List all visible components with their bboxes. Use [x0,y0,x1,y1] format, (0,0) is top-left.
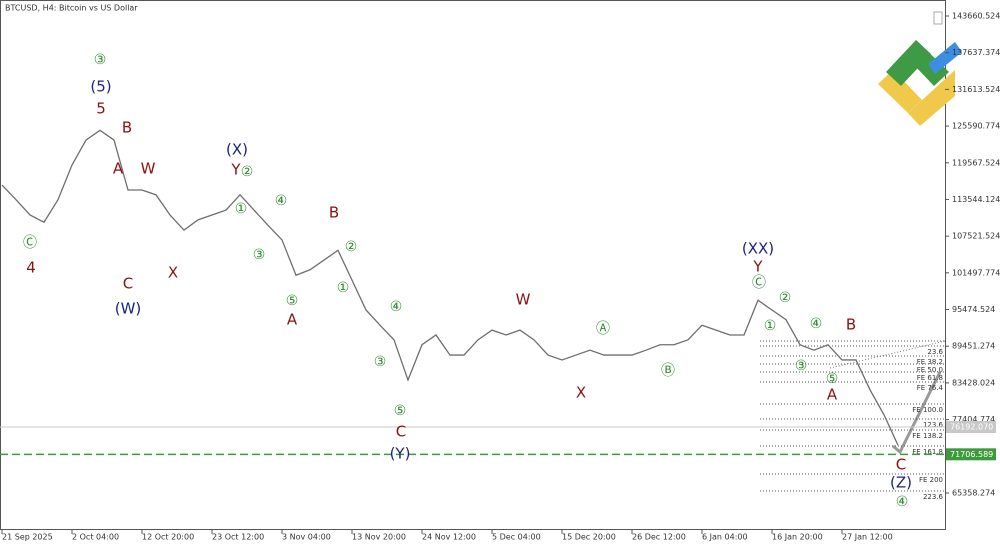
wave-label: ④ [390,299,403,315]
y-tick-label: 143660.524 [952,11,1000,20]
x-tick-label: 5 Dec 04:00 [492,533,541,542]
wave-label: ④ [896,494,909,510]
wave-label: Ⓒ [23,235,37,251]
wave-label: Y [752,258,763,276]
wave-label: B [329,204,339,222]
y-tick-label: 131613.524 [952,85,1000,94]
wave-label: Ⓐ [596,321,610,337]
y-tick-label: 77404.774 [952,415,995,424]
wave-label: Y [230,161,241,179]
fib-label: FE 200 [919,476,943,484]
wave-label: ④ [810,316,823,332]
fib-label: FE 76.4 [917,384,944,392]
wave-label: (5) [90,78,111,96]
x-tick-label: 15 Dec 20:00 [562,533,616,542]
wave-label: ② [241,164,254,180]
wave-label: (Y) [390,445,411,463]
wave-label: X [576,384,586,402]
wave-label: B [846,316,856,334]
wave-label: ⑤ [394,403,407,419]
price-tag-label: 76192.070 [950,423,993,432]
wave-label: ③ [94,52,107,68]
y-tick-label: 101497.774 [952,268,1000,277]
y-tick-label: 65358.274 [952,488,995,497]
wave-label: ① [235,201,248,217]
wave-label: ③ [795,358,808,374]
x-tick-label: 23 Oct 12:00 [212,533,264,542]
wave-label: C [896,456,906,474]
y-tick-label: 89451.274 [952,342,995,351]
price-tag [946,448,996,461]
price-line [1,129,899,446]
wave-label: W [516,291,531,309]
y-tick-label: 137637.374 [952,48,1000,57]
wave-label: Ⓒ [752,275,766,291]
chart-title: BTCUSD, H4: Bitcoin vs US Dollar [5,4,138,13]
wave-label: (W) [115,300,142,318]
wave-label: Ⓑ [661,363,675,379]
fib-label: 23.6 [927,348,943,356]
wave-label: A [113,160,124,178]
fib-label: FE 138.2 [912,432,943,440]
x-tick-label: 3 Nov 04:00 [282,533,331,542]
wave-label: ③ [253,247,266,263]
y-tick-label: 107521.524 [952,232,1000,241]
fib-label: FE 100.0 [912,406,943,414]
fib-label: FE 161.8 [912,448,943,456]
wave-label: X [168,264,178,282]
wave-label: ⑤ [826,371,839,387]
wave-label: ④ [275,193,288,209]
wave-label: ⑤ [286,293,299,309]
y-tick-label: 125590.774 [952,122,1000,131]
y-tick-label: 83428.024 [952,378,995,387]
wave-label: W [141,160,156,178]
wave-label: B [122,119,132,137]
y-tick-label: 95474.524 [952,305,995,314]
wave-label: A [287,311,298,329]
x-tick-label: 6 Jan 04:00 [702,533,748,542]
plot-frame [0,0,946,530]
fib-label: 123.6 [923,421,944,429]
wave-label: (X) [226,141,248,159]
wave-label: (XX) [742,240,774,258]
fib-label: FE 38.2 [917,358,943,366]
fib-label: FE 50.0 [917,366,943,374]
price-tag [946,421,996,434]
fib-label: 223.6 [923,493,944,501]
price-tag-label: 71706.589 [950,450,993,459]
wave-label: C [123,275,133,293]
fib-label: FE 61.8 [917,374,943,382]
wave-label: 4 [26,259,36,277]
wave-label: ③ [374,354,387,370]
scroll-icon[interactable] [933,11,943,25]
y-tick-label: 119567.524 [952,158,1000,167]
wave-label: 5 [96,100,106,118]
x-tick-label: 26 Dec 12:00 [632,533,686,542]
x-tick-label: 24 Nov 12:00 [422,533,476,542]
x-tick-label: 21 Sep 2025 [2,533,53,542]
x-tick-label: 2 Oct 04:00 [72,533,119,542]
x-tick-label: 12 Oct 20:00 [142,533,194,542]
y-tick-label: 113544.124 [952,195,1000,204]
projection [892,371,942,455]
x-tick-label: 13 Nov 20:00 [352,533,406,542]
wave-label: ② [345,239,358,255]
x-tick-label: 27 Jan 12:00 [842,533,893,542]
wave-label: ① [764,318,777,334]
wave-label: C [396,423,406,441]
wave-label: ① [337,280,350,296]
logo [878,40,962,126]
wave-label: (Z) [890,474,912,492]
wave-label: A [827,386,838,404]
x-tick-label: 16 Jan 20:00 [772,533,823,542]
wave-label: ② [779,290,792,306]
